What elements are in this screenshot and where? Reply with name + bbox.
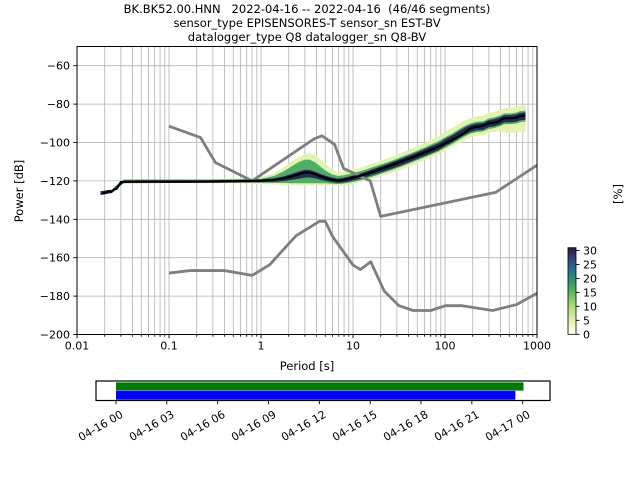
plot-area [77, 46, 537, 335]
nhnm-curve [168, 124, 537, 218]
axis-ticks [73, 65, 538, 339]
x-tick-label: 0.01 [65, 340, 90, 353]
y-tick-label: −160 [40, 252, 70, 265]
x-tick-label: 10 [346, 340, 360, 353]
noise-models [168, 124, 537, 312]
density-band-outer-low-probability [212, 105, 526, 186]
axis-tick-labels: 0.01 0.1 1 10 100 1000 −60 −80 −100 −120 −140 −160 −… [40, 60, 551, 353]
timeline-coverage-bar [116, 390, 516, 400]
y-tick-label: −120 [40, 175, 70, 188]
density-band-mid-probability [123, 110, 526, 184]
y-tick-label: −100 [40, 137, 70, 150]
x-tick-label: 100 [435, 340, 456, 353]
x-axis-label: Period [s] [279, 359, 335, 373]
colorbar-tick-label: 0 [583, 328, 590, 341]
colorbar-tick-label: 5 [583, 314, 590, 327]
ppsd-density [100, 105, 526, 196]
colorbar [567, 247, 577, 335]
colorbar-tick-label: 30 [583, 244, 597, 257]
x-tick-label: 1 [258, 340, 265, 353]
y-tick-label: −200 [40, 329, 70, 342]
colorbar-tick-label: 20 [583, 272, 597, 285]
y-tick-label: −80 [47, 98, 70, 111]
colorbar-tick-label: 10 [583, 300, 597, 313]
timeline [95, 380, 551, 405]
figure-title-line-3: datalogger_type Q8 datalogger_sn Q8-BV [187, 30, 427, 44]
y-tick-label: −60 [47, 60, 70, 73]
nlnm-curve [168, 220, 537, 312]
ppsd-mode-line [102, 114, 526, 195]
y-tick-label: −140 [40, 213, 70, 226]
colorbar-tick-label: 25 [583, 258, 597, 271]
y-tick-label: −180 [40, 290, 70, 303]
grid [77, 46, 537, 335]
figure-title-line-2: sensor_type EPISENSORES-T sensor_sn EST-… [173, 16, 441, 30]
x-tick-label: 0.1 [160, 340, 178, 353]
figure-title-line-1: BK.BK52.00.HNN 2022-04-16 -- 2022-04-16 … [123, 2, 491, 16]
timeline-extent-bar [116, 382, 524, 391]
colorbar-tick-label: 15 [583, 286, 597, 299]
plot-border [76, 46, 538, 335]
x-tick-label: 1000 [523, 340, 551, 353]
